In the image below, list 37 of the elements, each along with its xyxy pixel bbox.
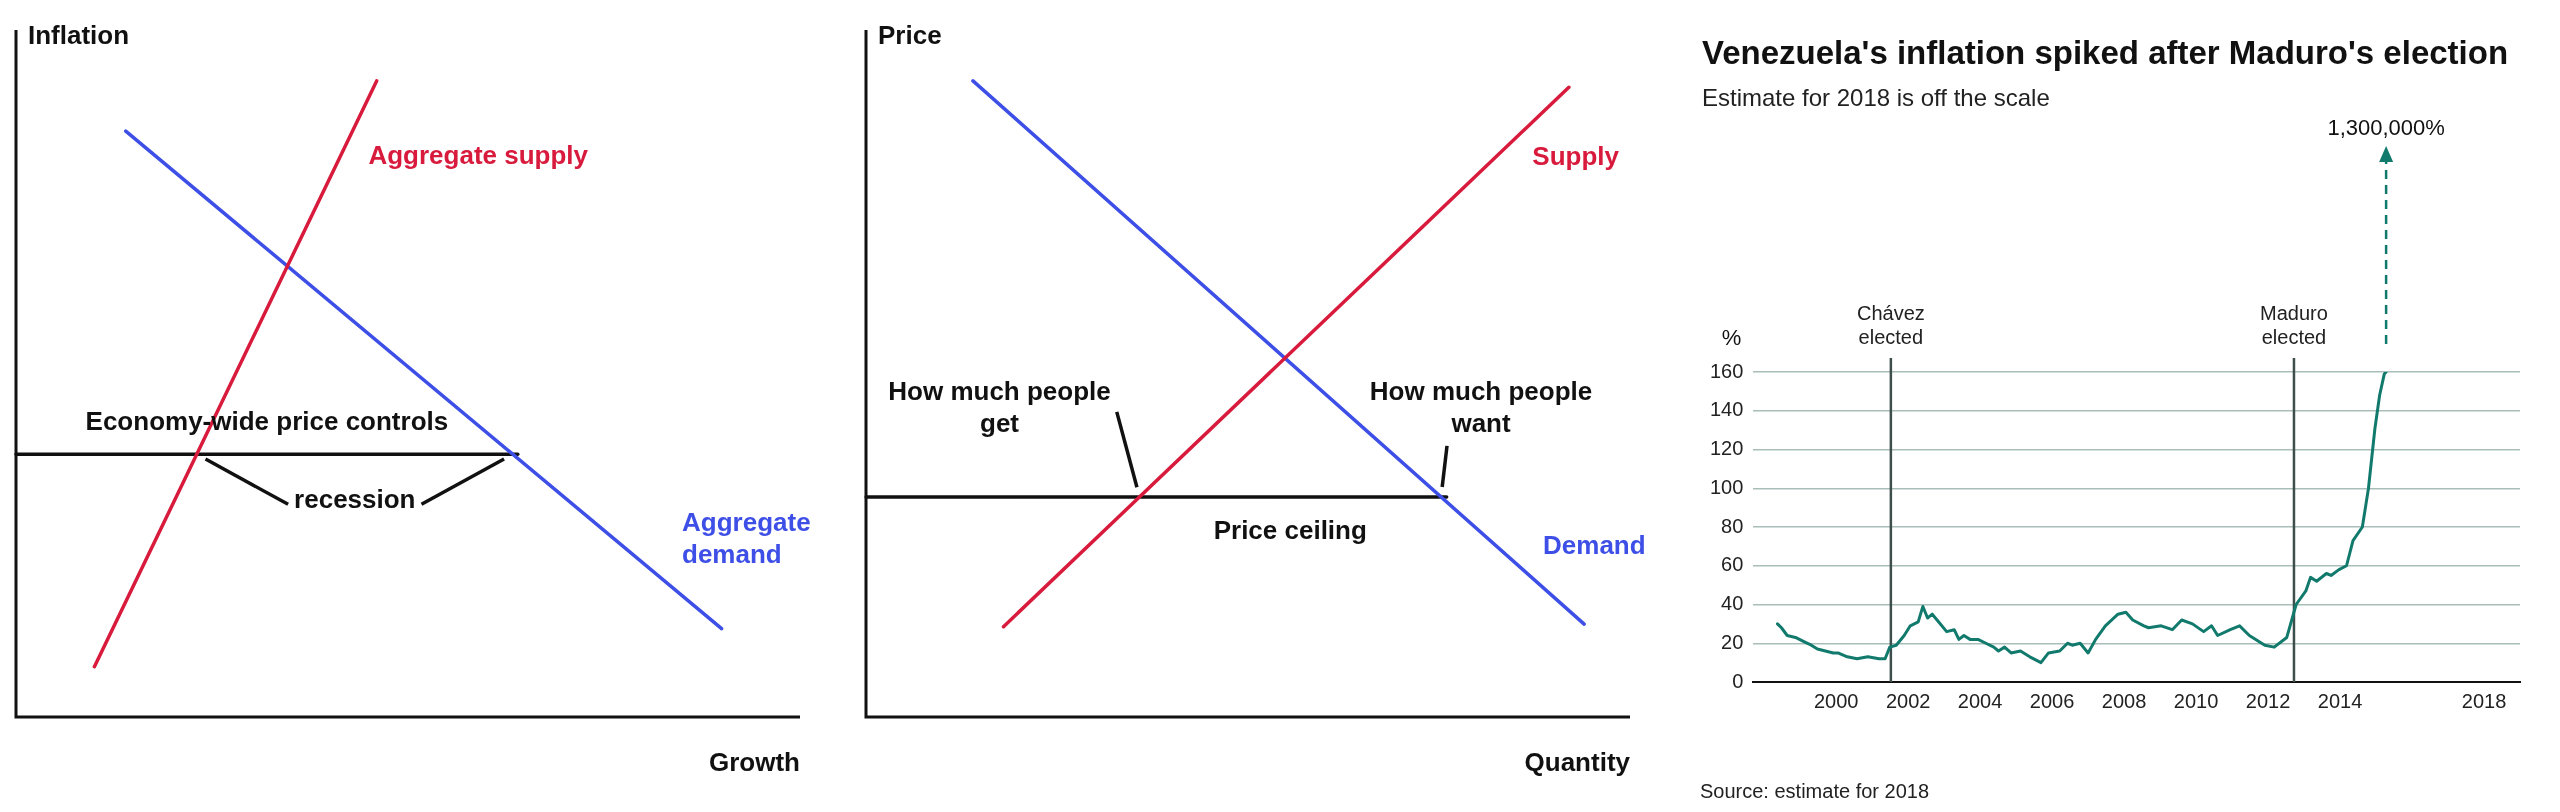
x-tick-label: 2010 bbox=[2173, 689, 2219, 712]
source-note: Source: estimate for 2018 bbox=[1700, 779, 1930, 802]
text: 1,300,000% bbox=[2327, 115, 2445, 141]
chart-title: Venezuela's inflation spiked after Maduro's election bbox=[1702, 34, 2509, 72]
x-tick-label: 2000 bbox=[1813, 689, 1859, 712]
x-tick-label: 2008 bbox=[2101, 689, 2147, 712]
x-axis-title: Quantity bbox=[1524, 747, 1631, 778]
x-tick-label: 2018 bbox=[2461, 689, 2507, 712]
y-tick-label: 0 bbox=[1732, 669, 1744, 692]
y-tick-label: 80 bbox=[1721, 514, 1744, 537]
y-tick-label: 60 bbox=[1721, 553, 1744, 576]
series-label: Price ceiling bbox=[1213, 515, 1367, 546]
x-axis-title: Growth bbox=[709, 747, 800, 778]
x-tick-label: 2012 bbox=[2245, 689, 2291, 712]
y-axis-title: Inflation bbox=[28, 20, 130, 51]
y-axis-title: % bbox=[1721, 325, 1742, 351]
series-label: Demand bbox=[1543, 529, 1646, 560]
annotation: How much people want bbox=[1369, 376, 1593, 439]
y-tick-label: 100 bbox=[1709, 475, 1744, 498]
annotation: recession bbox=[294, 484, 416, 515]
y-tick-label: 20 bbox=[1721, 630, 1744, 653]
ref-line-label: Maduro elected bbox=[2260, 301, 2328, 348]
y-tick-label: 160 bbox=[1709, 359, 1744, 382]
ref-line-label: Chávez elected bbox=[1856, 301, 1925, 348]
y-tick-label: 120 bbox=[1709, 437, 1744, 460]
series-label: Aggregate demand bbox=[682, 507, 811, 570]
chart-subtitle: Estimate for 2018 is off the scale bbox=[1702, 84, 2050, 112]
x-tick-label: 2002 bbox=[1885, 689, 1931, 712]
x-tick-label: 2014 bbox=[2317, 689, 2363, 712]
annotation: How much people get bbox=[888, 376, 1111, 439]
series-label: Aggregate supply bbox=[368, 139, 589, 170]
y-tick-label: 140 bbox=[1709, 398, 1744, 421]
x-tick-label: 2006 bbox=[2029, 689, 2075, 712]
x-tick-label: 2004 bbox=[1957, 689, 2003, 712]
y-axis-title: Price bbox=[878, 20, 942, 51]
series-label: Supply bbox=[1532, 141, 1620, 172]
y-tick-label: 40 bbox=[1721, 592, 1744, 615]
